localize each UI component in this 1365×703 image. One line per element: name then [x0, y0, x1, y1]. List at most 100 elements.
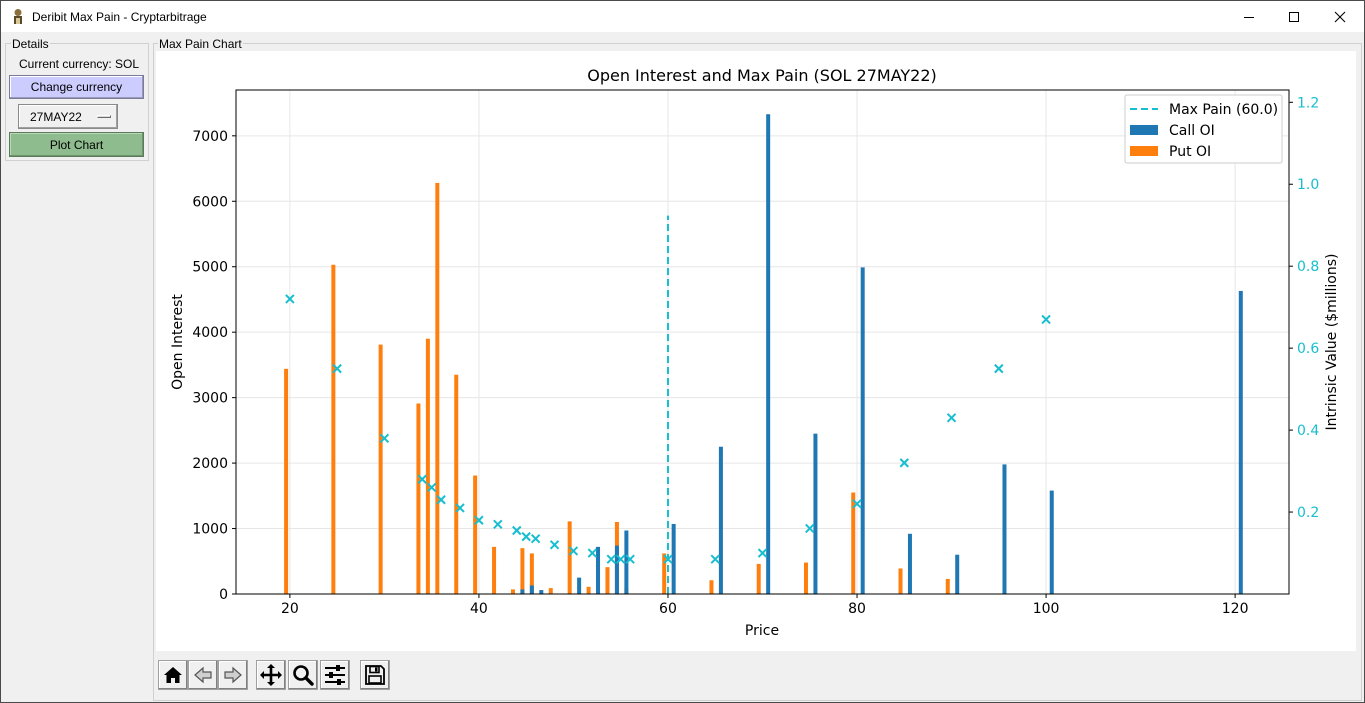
y-tick-label: 7000 — [192, 129, 228, 145]
change-currency-button[interactable]: Change currency — [9, 75, 144, 99]
put-oi-bar — [331, 264, 336, 594]
y-tick-label: 2000 — [192, 456, 228, 472]
details-frame-label: Details — [11, 37, 50, 51]
y-tick-label: 1000 — [192, 522, 228, 538]
put-oi-bar — [548, 588, 553, 594]
y2-tick-label: 1.2 — [1297, 95, 1319, 111]
details-frame — [5, 43, 149, 161]
zoom-button[interactable] — [288, 660, 318, 690]
navigation-toolbar — [156, 651, 1356, 697]
call-oi-bar — [766, 114, 771, 594]
x-tick-label: 40 — [470, 601, 488, 617]
pan-button[interactable] — [256, 660, 286, 690]
expiry-select[interactable]: 27MAY22 — [18, 104, 118, 129]
intrinsic-marker-stroke — [493, 519, 503, 530]
y-tick-label: 6000 — [192, 194, 228, 210]
intrinsic-value-marker — [530, 533, 541, 544]
legend-label: Put OI — [1169, 144, 1211, 160]
pan-icon — [260, 664, 282, 686]
save-icon — [365, 665, 385, 685]
intrinsic-marker-stroke — [710, 554, 720, 564]
intrinsic-value-marker — [805, 523, 815, 534]
save-button[interactable] — [360, 660, 390, 690]
put-oi-bar — [945, 578, 950, 594]
intrinsic-markers — [285, 97, 1240, 564]
x-ticks: 20 40 60 80 100 120 — [281, 594, 1249, 617]
chart-title: Open Interest and Max Pain (SOL 27MAY22) — [587, 66, 937, 85]
chart-canvas[interactable]: 20 40 60 80 100 120 0 1000 2000 3000 4000 5000 6000… — [156, 51, 1356, 651]
intrinsic-marker-stroke — [549, 540, 560, 550]
intrinsic-marker-stroke — [663, 554, 673, 564]
configure-subplots-button[interactable] — [320, 660, 350, 690]
configure-subplots-icon — [325, 665, 345, 685]
minimize-icon — [1244, 16, 1254, 18]
x-tick-label: 120 — [1222, 601, 1249, 617]
intrinsic-value-marker — [852, 499, 862, 509]
put-oi-bar — [520, 548, 525, 594]
y2-tick-label: 1.0 — [1297, 177, 1319, 193]
intrinsic-value-marker — [512, 525, 522, 536]
current-currency-label: Current currency: SOL — [19, 57, 140, 71]
intrinsic-marker-stroke — [474, 515, 484, 525]
chart-grid — [236, 90, 1289, 595]
put-oi-bar — [473, 475, 478, 594]
expiry-select-value: 27MAY22 — [30, 110, 82, 124]
intrinsic-value-marker — [379, 433, 390, 443]
plot-chart-button[interactable]: Plot Chart — [9, 132, 144, 157]
legend-box — [1124, 94, 1283, 164]
maximize-button[interactable] — [1271, 1, 1317, 32]
intrinsic-marker-stroke — [757, 548, 768, 558]
intrinsic-marker-stroke — [805, 523, 815, 534]
x-tick-label: 80 — [848, 601, 866, 617]
put-oi-bar — [709, 580, 714, 594]
legend-label: Call OI — [1169, 123, 1215, 139]
intrinsic-value-marker — [616, 554, 626, 564]
intrinsic-marker-stroke — [426, 482, 437, 493]
put-oi-bar — [492, 546, 497, 594]
intrinsic-marker-stroke — [512, 525, 522, 536]
intrinsic-marker-stroke — [899, 458, 909, 468]
put-oi-bar — [425, 338, 430, 594]
chart-bars — [284, 114, 1243, 595]
intrinsic-value-marker — [426, 482, 437, 493]
title-bar: Deribit Max Pain - Cryptarbitrage — [1, 1, 1364, 32]
y2-tick-label: 0.8 — [1297, 259, 1319, 275]
close-button[interactable] — [1317, 1, 1363, 32]
intrinsic-value-marker — [436, 495, 446, 505]
intrinsic-value-marker — [587, 548, 598, 558]
put-oi-bar — [605, 567, 610, 594]
plot-frame — [235, 89, 1290, 595]
intrinsic-value-marker — [757, 548, 768, 558]
legend-put-oi-swatch — [1130, 146, 1158, 156]
intrinsic-marker-stroke — [379, 433, 390, 443]
intrinsic-value-marker — [568, 546, 579, 556]
call-oi-bar — [529, 585, 534, 594]
intrinsic-value-marker — [417, 474, 427, 484]
intrinsic-marker-stroke — [568, 546, 579, 556]
call-oi-bar — [596, 546, 601, 594]
call-oi-bar — [614, 545, 619, 594]
call-oi-bar — [1002, 464, 1007, 594]
home-icon — [164, 667, 182, 683]
forward-button[interactable] — [218, 660, 248, 690]
call-oi-bar — [718, 446, 723, 594]
y-tick-label: 0 — [219, 587, 228, 603]
x-tick-label: 20 — [281, 601, 299, 617]
minimize-button[interactable] — [1226, 1, 1272, 32]
put-oi-bar — [416, 403, 421, 594]
put-oi-bar — [898, 568, 903, 594]
intrinsic-value-marker — [946, 413, 957, 423]
call-oi-bar — [1049, 490, 1054, 594]
intrinsic-value-marker — [285, 294, 295, 304]
put-oi-bar — [756, 563, 761, 594]
back-button[interactable] — [188, 660, 218, 690]
intrinsic-value-marker — [332, 363, 342, 374]
intrinsic-marker-stroke — [530, 533, 541, 544]
x-axis-label: Price — [745, 623, 779, 639]
close-icon — [1334, 11, 1346, 22]
call-oi-bar — [813, 433, 818, 594]
intrinsic-marker-stroke — [436, 495, 446, 505]
intrinsic-value-marker — [474, 515, 484, 525]
intrinsic-marker-stroke — [625, 554, 635, 564]
home-button[interactable] — [158, 660, 188, 690]
